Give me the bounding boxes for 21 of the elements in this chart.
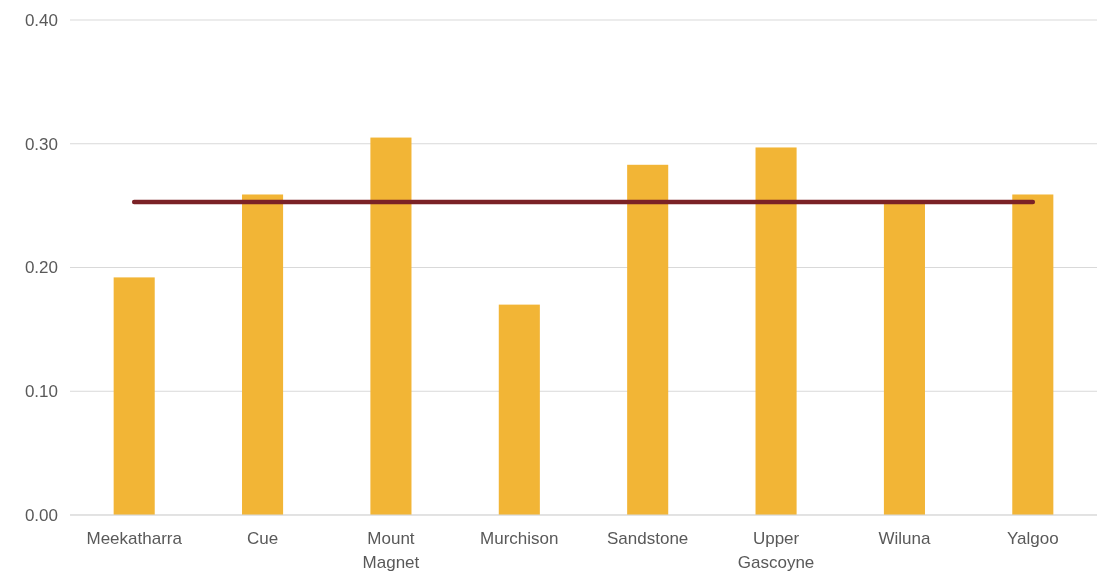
x-tick-label: Upper Gascoyne xyxy=(737,529,815,572)
x-tick-label: Yalgoo xyxy=(1006,529,1059,548)
bar xyxy=(370,137,412,515)
bar xyxy=(498,304,540,515)
bar xyxy=(883,203,925,515)
x-tick-label: Murchison xyxy=(480,529,559,548)
x-tick-label: Mount Magnet xyxy=(362,529,420,572)
bar xyxy=(627,164,669,515)
y-tick-label: 0.00 xyxy=(24,505,58,525)
y-tick-label: 0.40 xyxy=(24,10,58,30)
bar xyxy=(1012,194,1054,515)
bar xyxy=(242,194,284,515)
bar xyxy=(113,277,155,515)
y-tick-label: 0.20 xyxy=(24,258,58,278)
bar xyxy=(755,147,797,515)
y-tick-label: 0.10 xyxy=(24,382,58,402)
x-tick-label: Meekatharra xyxy=(86,529,183,548)
y-tick-label: 0.30 xyxy=(24,134,58,154)
x-tick-label: Sandstone xyxy=(607,529,689,548)
x-tick-label: Cue xyxy=(246,529,279,548)
x-tick-label: Wiluna xyxy=(878,529,931,548)
